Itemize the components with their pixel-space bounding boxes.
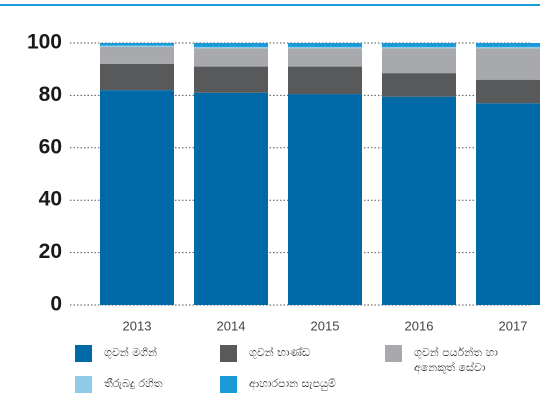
bar-segment bbox=[194, 48, 268, 67]
legend-swatch bbox=[385, 345, 402, 362]
legend-label: තීරුබදු රහිත bbox=[104, 377, 163, 390]
legend-label: ආහාරපාන සැපයුම් bbox=[249, 377, 336, 390]
x-tick-label: 2017 bbox=[499, 318, 528, 333]
legend-swatch bbox=[75, 345, 92, 362]
x-tick-label: 2014 bbox=[217, 318, 246, 333]
bar-segment bbox=[476, 48, 540, 80]
legend-item: ගුවන් මගීන් bbox=[75, 345, 195, 362]
legend-swatch bbox=[220, 376, 237, 393]
bar-segment bbox=[288, 46, 362, 49]
x-tick-label: 2015 bbox=[311, 318, 340, 333]
bar-segment bbox=[476, 43, 540, 47]
y-tick-label: 0 bbox=[50, 293, 62, 316]
bar-segment bbox=[100, 45, 174, 47]
bar-segment bbox=[194, 43, 268, 47]
legend-item: ආහාරපාන සැපයුම් bbox=[220, 376, 350, 393]
legend-swatch bbox=[75, 376, 92, 393]
x-tick-label: 2016 bbox=[405, 318, 434, 333]
bar-segment bbox=[194, 92, 268, 305]
bar-segment bbox=[288, 43, 362, 47]
bar-segment bbox=[476, 103, 540, 305]
bar-segment bbox=[382, 73, 456, 97]
y-tick-label: 20 bbox=[39, 240, 62, 263]
bar-segment bbox=[100, 46, 174, 64]
legend-item: ගුවන් පර්යන්ත හා අනෙකුත් සේවා bbox=[385, 345, 515, 375]
bar-segment bbox=[288, 94, 362, 305]
bar-segment bbox=[194, 66, 268, 93]
bar-segment bbox=[100, 63, 174, 91]
y-tick-label: 60 bbox=[39, 135, 62, 158]
x-tick-label: 2013 bbox=[123, 318, 152, 333]
bar-segment bbox=[476, 79, 540, 104]
bar-segment bbox=[100, 43, 174, 46]
legend-label: ගුවන් මගීන් bbox=[104, 346, 157, 359]
y-tick-label: 80 bbox=[39, 83, 62, 106]
bar-segment bbox=[382, 96, 456, 306]
bar-segment bbox=[382, 43, 456, 47]
legend-swatch bbox=[220, 345, 237, 362]
legend-item: ගුවන් භාණ්ඩ bbox=[220, 345, 350, 362]
bar-segment bbox=[100, 90, 174, 305]
bar-segment bbox=[382, 48, 456, 74]
legend-label: ගුවන් පර්යන්ත හා අනෙකුත් සේවා bbox=[414, 346, 498, 374]
bar-segment bbox=[288, 66, 362, 95]
y-tick-label: 40 bbox=[39, 188, 62, 211]
bar-segment bbox=[476, 46, 540, 49]
legend-item: තීරුබදු රහිත bbox=[75, 376, 195, 393]
bar-segment bbox=[382, 46, 456, 49]
y-tick-label: 100 bbox=[27, 31, 62, 54]
bar-segment bbox=[194, 46, 268, 49]
bar-segment bbox=[288, 48, 362, 67]
legend-label: ගුවන් භාණ්ඩ bbox=[249, 346, 310, 359]
